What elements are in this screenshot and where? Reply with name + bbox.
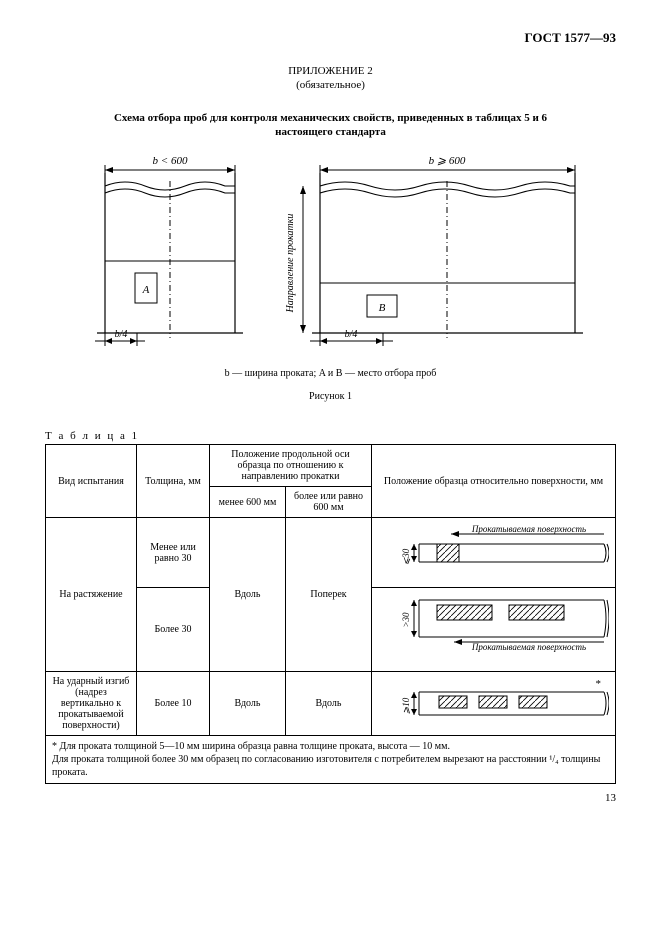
diagram-vert-label: Направление прокатки (285, 214, 296, 314)
appendix-title: ПРИЛОЖЕНИЕ 2 (обязательное) (45, 64, 616, 93)
table-row: На растяжение Менее или равно 30 Вдоль П… (46, 518, 616, 588)
scheme-title-l2: настоящего стандарта (275, 126, 386, 138)
diagram-area: b < 600 A (45, 153, 616, 348)
diagram-b4-right: b/4 (345, 329, 358, 340)
surface-label-1: Прокатываемая поверхность (470, 524, 585, 534)
th-position: Положение образца относительно поверхнос… (372, 445, 616, 518)
th-lt600: менее 600 мм (210, 487, 286, 518)
sample-svg-gt30: >30 Прокатываемая поверхность (379, 592, 609, 664)
cell-test-impact: На ударный изгиб (надрез вертикально к п… (46, 672, 137, 736)
cell-along-3: Вдоль (286, 672, 372, 736)
cell-svg-1: Прокатываемая поверхность ⩽30 (372, 518, 616, 588)
diagram-caption: b — ширина проката; A и B — место отбора… (45, 368, 616, 379)
th-test: Вид испытания (46, 445, 137, 518)
cell-svg-2: >30 Прокатываемая поверхность (372, 588, 616, 672)
footnote-l2: Для проката толщиной более 30 мм образец… (52, 754, 600, 778)
diagram-left-label: b < 600 (153, 155, 188, 167)
page-number: 13 (45, 792, 616, 804)
table-footnote: * Для проката толщиной 5—10 мм ширина об… (45, 736, 616, 784)
appendix-line1: ПРИЛОЖЕНИЕ 2 (288, 65, 373, 77)
surface-label-2: Прокатываемая поверхность (470, 642, 585, 652)
th-ge600: более или равно 600 мм (286, 487, 372, 518)
sampling-diagram: b < 600 A (45, 153, 605, 348)
diagram-right-label: b ⩾ 600 (429, 155, 466, 167)
dim-ge10: ⩾10 (401, 697, 411, 714)
table-label: Т а б л и ц а 1 (45, 430, 616, 442)
th-thickness: Толщина, мм (137, 445, 210, 518)
footnote-l1: * Для проката толщиной 5—10 мм ширина об… (52, 741, 450, 752)
cell-across: Поперек (286, 518, 372, 672)
appendix-line2: (обязательное) (296, 79, 365, 91)
table-row: Вид испытания Толщина, мм Положение прод… (46, 445, 616, 487)
star-label: * (595, 678, 601, 690)
diagram-box-a: A (142, 284, 150, 296)
cell-test-tension: На растяжение (46, 518, 137, 672)
dim-gt30: >30 (401, 612, 411, 628)
cell-along-2: Вдоль (210, 672, 286, 736)
dim-le30: ⩽30 (401, 548, 411, 565)
figure-label: Рисунок 1 (45, 391, 616, 402)
cell-along-1: Вдоль (210, 518, 286, 672)
sample-svg-ge10: * ⩾10 (379, 677, 609, 727)
table-1: Вид испытания Толщина, мм Положение прод… (45, 444, 616, 736)
page: ГОСТ 1577—93 ПРИЛОЖЕНИЕ 2 (обязательное)… (0, 0, 661, 936)
scheme-title-l1: Схема отбора проб для контроля механичес… (114, 112, 547, 124)
diagram-b4-left: b/4 (115, 329, 128, 340)
cell-thick-gt10: Более 10 (137, 672, 210, 736)
cell-thick-gt30: Более 30 (137, 588, 210, 672)
diagram-box-b: B (379, 302, 386, 314)
document-id: ГОСТ 1577—93 (45, 30, 616, 46)
cell-thick-le30: Менее или равно 30 (137, 518, 210, 588)
th-axis: Положение продольной оси образца по отно… (210, 445, 372, 487)
cell-svg-3: * ⩾10 (372, 672, 616, 736)
table-row: На ударный изгиб (надрез вертикально к п… (46, 672, 616, 736)
sample-svg-le30: Прокатываемая поверхность ⩽30 (379, 522, 609, 580)
scheme-title: Схема отбора проб для контроля механичес… (45, 111, 616, 140)
